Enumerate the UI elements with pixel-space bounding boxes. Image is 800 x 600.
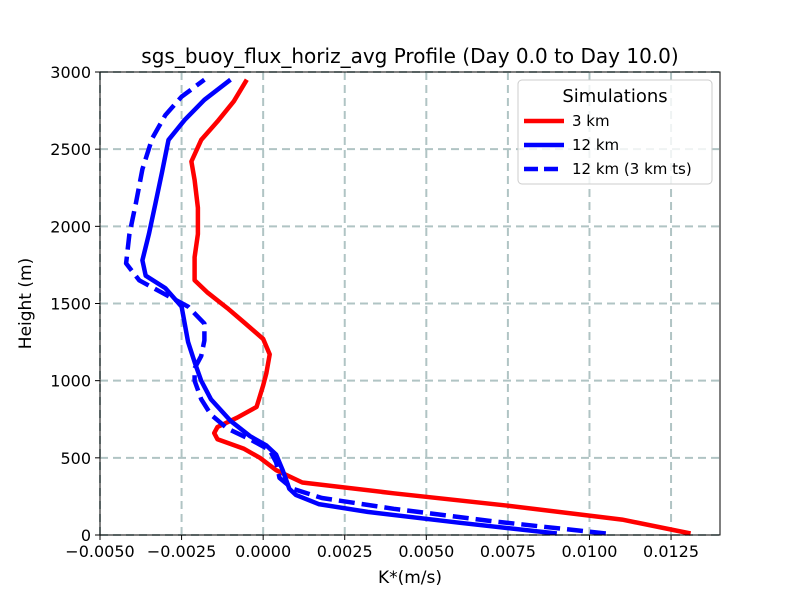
chart-title: sgs_buoy_flux_horiz_avg Profile (Day 0.0… xyxy=(141,44,678,68)
x-tick-label: 0.0050 xyxy=(398,542,454,561)
x-tick-label: 0.0000 xyxy=(235,542,291,561)
x-tick-label: 0.0025 xyxy=(317,542,373,561)
y-tick-label: 0 xyxy=(81,526,91,545)
y-tick-label: 500 xyxy=(60,449,91,468)
x-tick-label: 0.0100 xyxy=(561,542,617,561)
series-line xyxy=(140,77,558,536)
legend-label: 3 km xyxy=(572,112,610,130)
y-axis-title: Height (m) xyxy=(16,258,36,349)
legend-label: 12 km (3 km ts) xyxy=(572,160,692,178)
x-tick-label: 0.0125 xyxy=(643,542,699,561)
x-tick-label: 0.0075 xyxy=(480,542,536,561)
y-tick-label: 3000 xyxy=(50,63,91,82)
x-tick-label: −0.0050 xyxy=(65,542,134,561)
y-tick-label: 1500 xyxy=(50,295,91,314)
series-lines xyxy=(123,77,692,536)
legend-box xyxy=(517,79,713,185)
y-tick-label: 2000 xyxy=(50,217,91,236)
legend-label: 12 km xyxy=(572,136,619,154)
series-line xyxy=(123,77,607,536)
y-tick-label: 1000 xyxy=(50,372,91,391)
axis-ticks: −0.0050 −0.0025 0.0000 0.0025 0.0050 0.0075 0.… xyxy=(50,63,699,561)
legend-entries: 3 km 12 km 12 km (3 km ts) xyxy=(524,112,692,178)
x-tick-label: −0.0025 xyxy=(147,542,216,561)
y-tick-label: 2500 xyxy=(50,140,91,159)
series-line xyxy=(189,78,692,536)
x-axis-title: K*(m/s) xyxy=(378,568,442,588)
legend-title: Simulations xyxy=(562,86,667,107)
legend: Simulations 3 km 12 km 12 km (3 km ts) xyxy=(517,79,713,185)
